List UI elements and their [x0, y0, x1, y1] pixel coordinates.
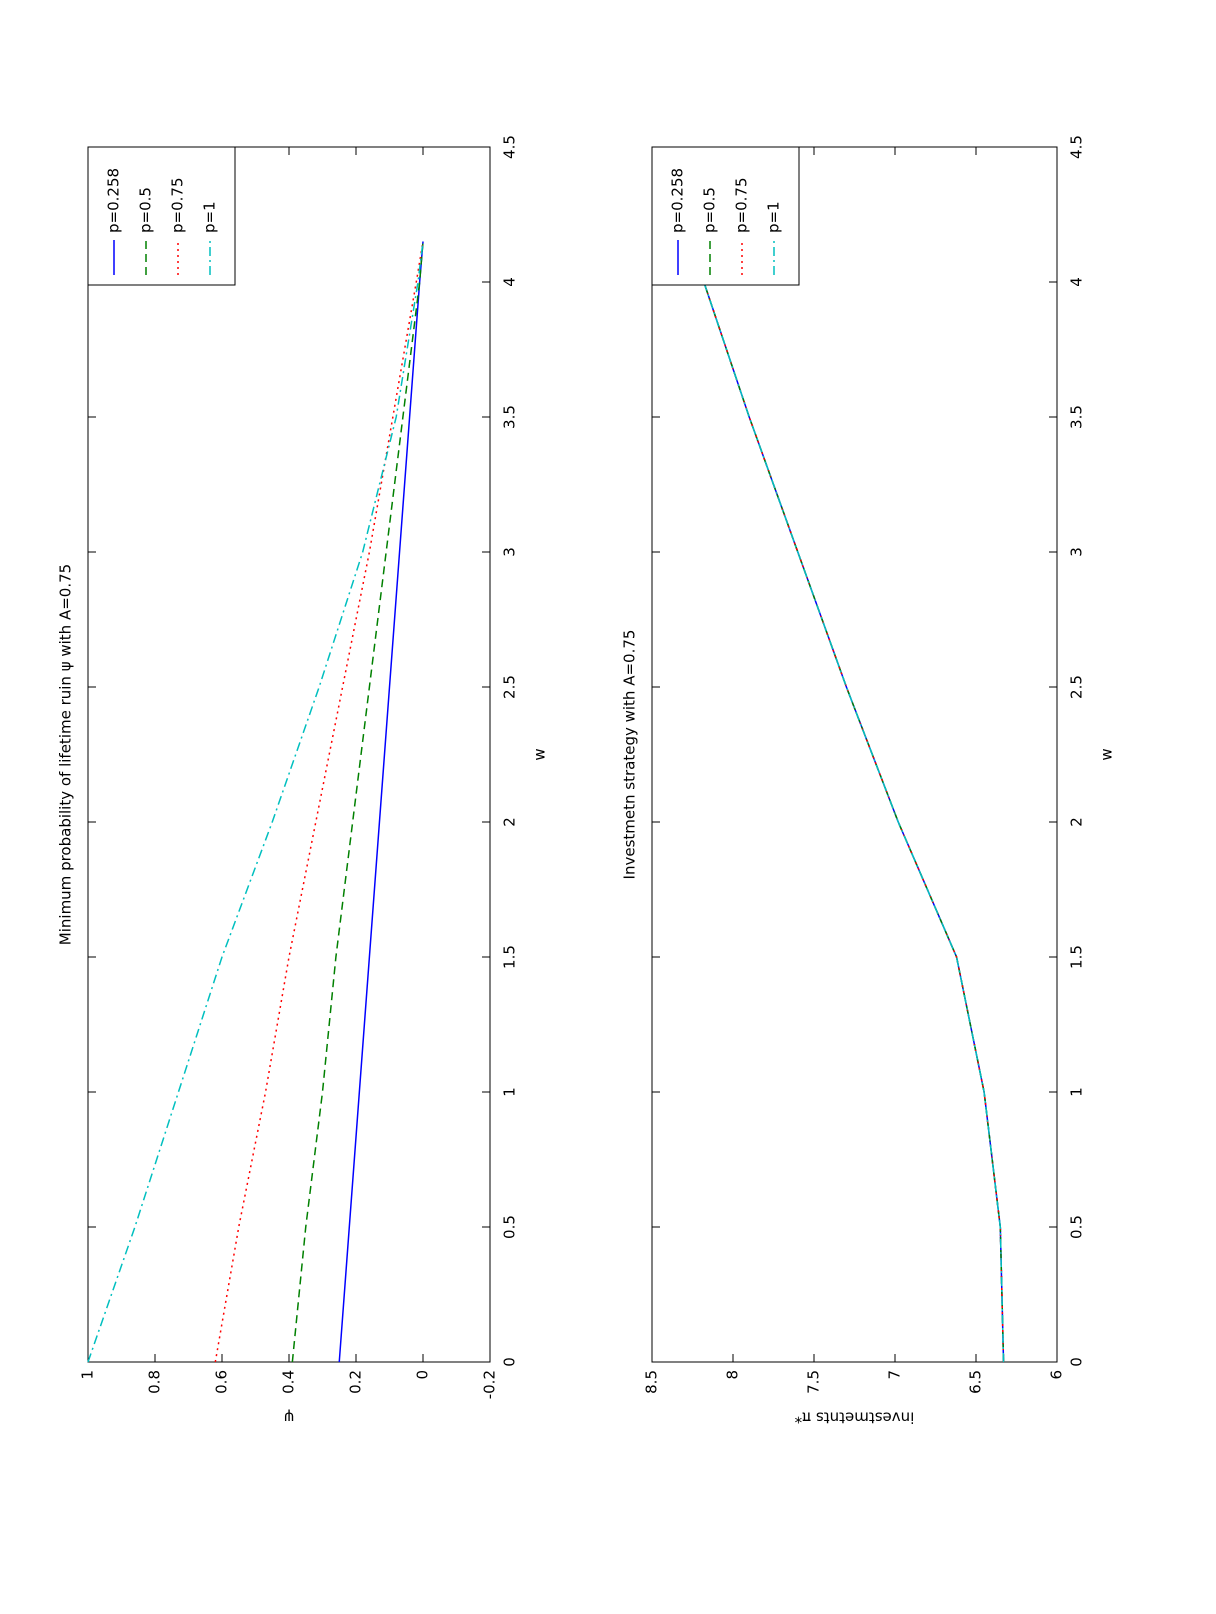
x-tick-label: 0.5: [1068, 1215, 1086, 1239]
x-tick-label: 3: [1068, 547, 1086, 557]
data-line: [87, 241, 424, 1363]
x-tick-label: 0: [501, 1357, 519, 1367]
x-tick-label: 4: [501, 277, 519, 287]
x-tick-label: 2.5: [501, 675, 519, 699]
legend-label: p=0.75: [169, 178, 187, 234]
chart: 0 0.5 1 1.5 2 2.5 3 3.5 4 4.5 6 6.5 7 7.5 8 8.5 Investme…: [621, 135, 1116, 1426]
x-tick-label: 1: [1068, 1087, 1086, 1097]
x-tick-label: 2: [1068, 817, 1086, 827]
x-axis-label: w: [1098, 748, 1116, 760]
x-tick-label: 0: [1068, 1357, 1086, 1367]
y-tick-label: 0.2: [347, 1370, 365, 1394]
plot-frame: [87, 146, 491, 1363]
x-tick-label: 1.5: [1068, 945, 1086, 969]
y-tick-label: 8.5: [643, 1370, 661, 1394]
x-tick-label: 4: [1068, 277, 1086, 287]
y-tick-label: 7.5: [805, 1370, 823, 1394]
chart-title: Minimum probability of lifetime ruin ψ w…: [57, 564, 75, 945]
chart-title: Investmetn strategy with A=0.75: [621, 630, 639, 880]
y-tick-label: 6.5: [967, 1370, 985, 1394]
legend-label: p=0.75: [733, 178, 751, 234]
x-tick-label: 3: [501, 547, 519, 557]
y-tick-label: -0.2: [481, 1370, 499, 1399]
x-tick-label: 1: [501, 1087, 519, 1097]
data-line: [703, 281, 1005, 1363]
x-tick-label: 1.5: [501, 945, 519, 969]
data-line: [703, 281, 1005, 1363]
x-tick-label: 0.5: [501, 1215, 519, 1239]
chart: 00.511.522.533.544.5-0.200.20.40.60.81Mi…: [57, 135, 549, 1426]
legend-label: p=0.258: [669, 168, 687, 233]
x-tick-label: 4.5: [501, 135, 519, 159]
data-line: [291, 241, 424, 1363]
plot-frame: [651, 146, 1058, 1363]
data-line: [214, 241, 424, 1363]
y-tick-label: 1: [79, 1370, 97, 1380]
x-axis-label: w: [531, 748, 549, 760]
x-tick-label: 2: [501, 817, 519, 827]
legend-label: p=0.5: [137, 187, 155, 233]
y-tick-label: 0.8: [146, 1370, 164, 1394]
y-tick-label: 7: [886, 1370, 904, 1380]
legend-label: p=0.258: [105, 168, 123, 233]
x-tick-label: 4.5: [1068, 135, 1086, 159]
legend-label: p=1: [765, 201, 783, 233]
x-tick-label: 2.5: [1068, 675, 1086, 699]
y-tick-label: 0: [414, 1370, 432, 1380]
y-tick-label: 6: [1048, 1370, 1066, 1380]
legend-box: [651, 146, 800, 286]
x-tick-label: 3.5: [1068, 405, 1086, 429]
legend-label: p=1: [201, 201, 219, 233]
y-tick-label: 8: [724, 1370, 742, 1380]
data-line: [703, 281, 1005, 1363]
data-line: [703, 281, 1005, 1363]
x-tick-label: 3.5: [501, 405, 519, 429]
legend-box: [87, 146, 236, 286]
legend-label: p=0.5: [701, 187, 719, 233]
y-axis-label: ψ: [284, 1409, 294, 1427]
y-axis-label: investmetnts π*: [794, 1409, 914, 1427]
data-line: [338, 241, 424, 1363]
y-tick-label: 0.4: [280, 1370, 298, 1394]
y-tick-label: 0.6: [213, 1370, 231, 1394]
